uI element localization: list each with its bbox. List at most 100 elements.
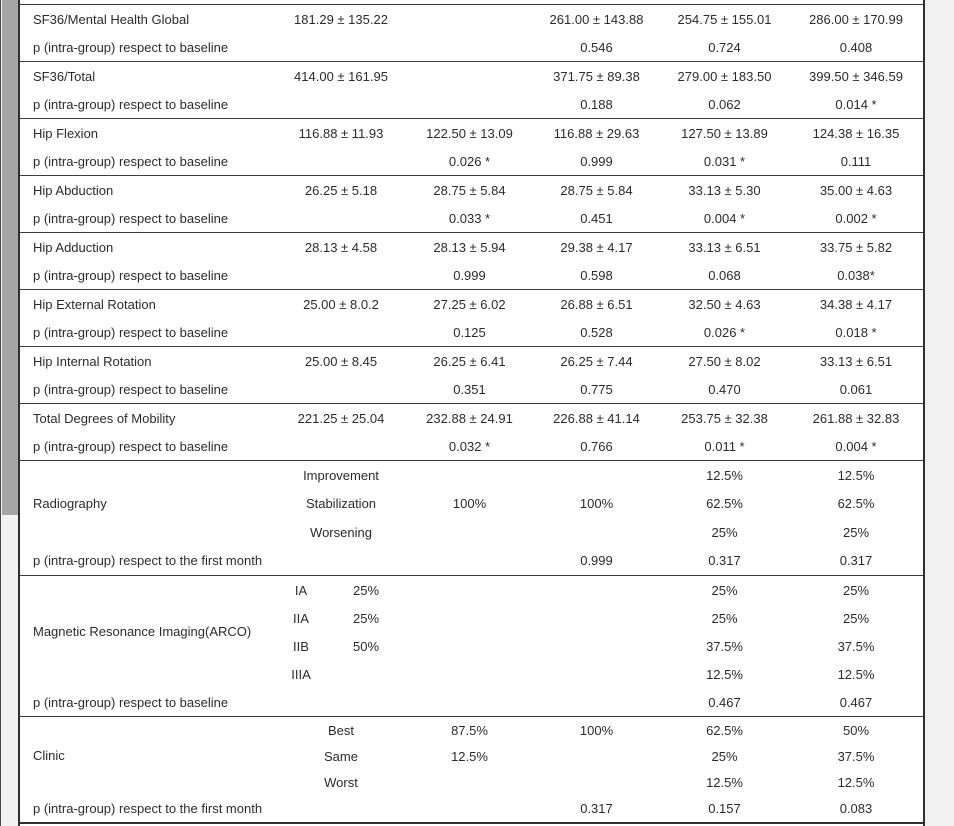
group-radiography: Radiography Improvement 12.5% 12.5% Stabiliz…	[20, 460, 923, 575]
p-value-cell	[276, 261, 406, 289]
value-cell: 33.13 ± 6.51	[688, 239, 761, 255]
value-cell: 62.5%	[706, 722, 743, 738]
p-value-cell: 0.062	[708, 96, 741, 112]
value-cell: 25%	[711, 582, 738, 598]
value-cell: 12.5%	[706, 666, 743, 682]
p-value-cell: 0.026 *	[703, 324, 746, 340]
value-cell	[533, 660, 660, 688]
p-value-cell	[276, 318, 406, 346]
value-cell: 181.29 ± 135.22	[294, 11, 388, 27]
p-label: p (intra-group) respect to the first mon…	[33, 801, 263, 817]
value-cell	[406, 518, 533, 547]
value-cell: 25.00 ± 8.45	[304, 353, 378, 369]
value-cell: 399.50 ± 346.59	[809, 68, 903, 84]
group-total-degrees-mobility: Total Degrees of Mobility 221.25 ± 25.04 2…	[20, 403, 923, 460]
grade-label: IIIA	[291, 666, 311, 682]
value-cell: 100%	[452, 496, 487, 512]
subcategory-label: Best	[327, 722, 354, 738]
p-value-cell: 0.408	[839, 39, 873, 55]
p-value-cell: 0.188	[580, 96, 613, 112]
value-cell: 25.00 ± 8.0.2	[303, 296, 379, 312]
value-cell	[533, 632, 660, 660]
p-value-cell	[276, 688, 406, 716]
value-cell: 254.75 ± 155.01	[677, 11, 772, 27]
p-label: p (intra-group) respect to baseline	[33, 210, 229, 226]
value-cell: 221.25 ± 25.04	[297, 410, 385, 426]
p-value-cell: 0.026 *	[448, 153, 491, 169]
p-label: p (intra-group) respect to baseline	[33, 324, 229, 340]
value-cell: 26.88 ± 6.51	[560, 296, 633, 312]
value-cell: 26.25 ± 6.41	[433, 353, 506, 369]
p-value-cell: 0.038*	[837, 267, 875, 283]
param-label: Hip External Rotation	[33, 296, 156, 312]
value-cell	[533, 770, 660, 796]
p-value-cell: 0.111	[840, 153, 872, 169]
subcategory-label: Worsening	[310, 524, 372, 540]
param-label-line: Clinic	[33, 748, 65, 764]
param-label: Hip Adduction	[33, 239, 114, 255]
value-cell: 28.13 ± 4.58	[304, 239, 378, 255]
p-value-cell: 0.999	[580, 553, 613, 569]
group-clinic: Clinic Best 87.5% 100% 62.5% 50% Same 12.5% 25% 3…	[20, 716, 923, 824]
p-value-cell	[276, 547, 406, 576]
grade-value: 25%	[352, 610, 380, 626]
value-cell: 33.75 ± 5.82	[819, 239, 893, 255]
p-value-cell: 0.068	[708, 267, 741, 283]
param-label: Magnetic Resonance Imaging (ARCO)	[20, 576, 276, 688]
p-value-cell: 0.317	[839, 553, 873, 569]
value-cell: 27.50 ± 8.02	[688, 353, 761, 369]
p-label: p (intra-group) respect to baseline	[33, 267, 229, 283]
value-cell: 26.25 ± 5.18	[304, 182, 378, 198]
p-label: p (intra-group) respect to baseline	[33, 381, 229, 397]
value-cell: 127.50 ± 13.89	[681, 125, 768, 141]
value-cell: 62.5%	[837, 496, 875, 512]
value-cell: 12.5%	[451, 748, 488, 764]
p-value-cell: 0.724	[708, 39, 741, 55]
value-cell	[406, 770, 533, 796]
value-cell	[406, 576, 533, 604]
value-cell: 116.88 ± 11.93	[298, 125, 384, 141]
p-label: p (intra-group) respect to baseline	[33, 153, 229, 169]
p-value-cell: 0.451	[580, 210, 613, 226]
scrollbar-thumb[interactable]	[2, 0, 19, 515]
value-cell: 226.88 ± 41.14	[553, 410, 640, 426]
p-value-cell	[276, 796, 406, 822]
p-value-cell	[406, 547, 533, 576]
p-value-cell	[276, 90, 406, 118]
value-cell: 124.38 ± 16.35	[812, 125, 900, 141]
p-value-cell: 0.775	[580, 381, 613, 397]
p-value-cell: 0.157	[708, 801, 741, 817]
value-cell: 25%	[842, 582, 870, 598]
value-cell: 35.00 ± 4.63	[819, 182, 893, 198]
p-value-cell	[276, 147, 406, 175]
value-cell: 232.88 ± 24.91	[426, 410, 513, 426]
value-cell: 50%	[842, 722, 870, 738]
grade-label: IIB	[293, 638, 309, 654]
vertical-scrollbar[interactable]	[0, 0, 19, 826]
group-sf36-mental-health: SF36/Mental Health Global 181.29 ± 135.22…	[20, 4, 923, 61]
subcategory-label: Stabilization	[305, 496, 377, 512]
value-cell: 28.75 ± 5.84	[433, 182, 506, 198]
p-value-cell: 0.004 *	[703, 210, 746, 226]
grade-label: IIA	[293, 610, 309, 626]
p-value-cell: 0.014 *	[835, 96, 877, 112]
value-cell: 25%	[842, 610, 870, 626]
p-value-cell: 0.004 *	[835, 438, 877, 454]
param-label: Hip Internal Rotation	[33, 353, 152, 369]
value-cell: 29.38 ± 4.17	[560, 239, 633, 255]
value-cell: 371.75 ± 89.38	[553, 68, 640, 84]
p-value-cell: 0.528	[580, 324, 613, 340]
p-value-cell: 0.033 *	[448, 210, 491, 226]
value-cell: 12.5%	[837, 775, 875, 791]
param-label: Radiography	[20, 461, 276, 547]
grade-value: 25%	[352, 582, 380, 598]
subcategory-label: Same	[324, 748, 358, 764]
value-cell	[533, 743, 660, 769]
value-cell	[533, 576, 660, 604]
grade-value: 50%	[352, 638, 380, 654]
p-value-cell: 0.061	[839, 381, 873, 397]
value-cell: 261.88 ± 32.83	[812, 410, 900, 426]
p-value-cell: 0.598	[580, 267, 613, 283]
param-label: Hip Flexion	[33, 125, 99, 141]
